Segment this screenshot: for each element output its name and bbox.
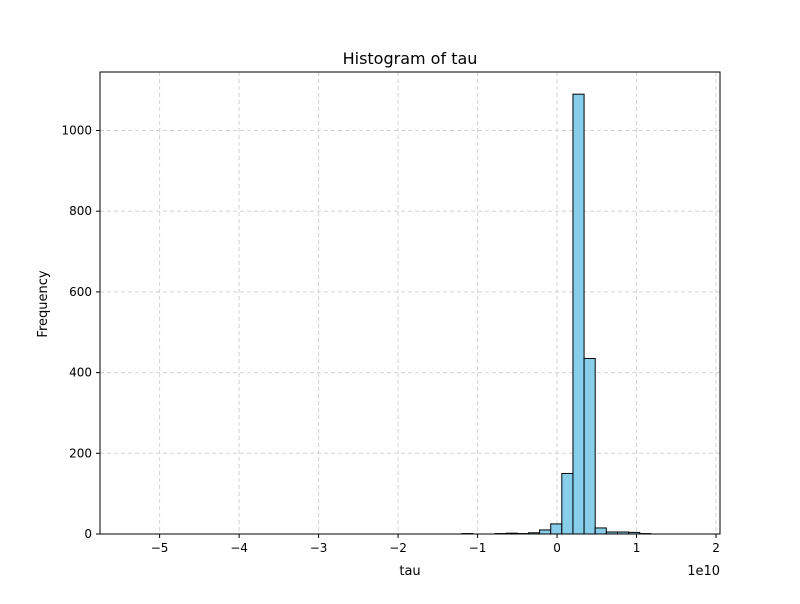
histogram-bars bbox=[462, 94, 651, 534]
y-tick-label: 1000 bbox=[61, 124, 92, 138]
plot-area-frame bbox=[100, 72, 720, 534]
y-tick-label: 800 bbox=[69, 204, 92, 218]
histogram-bar bbox=[573, 94, 584, 534]
y-tick-label: 600 bbox=[69, 285, 92, 299]
x-tick-label: 0 bbox=[553, 541, 561, 555]
x-tick-label: −3 bbox=[310, 541, 328, 555]
x-tick-label: −1 bbox=[469, 541, 487, 555]
histogram-bar bbox=[595, 528, 606, 534]
y-tick-label: 400 bbox=[69, 366, 92, 380]
y-tick-label: 200 bbox=[69, 446, 92, 460]
grid-lines bbox=[100, 72, 720, 534]
y-tick-label: 0 bbox=[84, 527, 92, 541]
x-tick-label: −2 bbox=[389, 541, 407, 555]
histogram-bar bbox=[551, 524, 562, 534]
histogram-bar bbox=[562, 473, 573, 534]
x-axis-label: tau bbox=[399, 564, 420, 579]
y-axis-ticks: 0 200 400 600 800 1000 bbox=[61, 124, 100, 541]
histogram-bar bbox=[584, 358, 595, 534]
y-axis-label: Frequency bbox=[36, 270, 51, 337]
chart-title: Histogram of tau bbox=[343, 49, 478, 68]
x-axis-ticks: −5 −4 −3 −2 −1 0 1 2 bbox=[151, 534, 720, 555]
x-tick-label: 1 bbox=[633, 541, 641, 555]
x-tick-label: −4 bbox=[230, 541, 248, 555]
x-axis-offset-label: 1e10 bbox=[687, 564, 720, 579]
histogram-bar bbox=[540, 530, 551, 534]
x-tick-label: 2 bbox=[712, 541, 720, 555]
x-tick-label: −5 bbox=[151, 541, 169, 555]
